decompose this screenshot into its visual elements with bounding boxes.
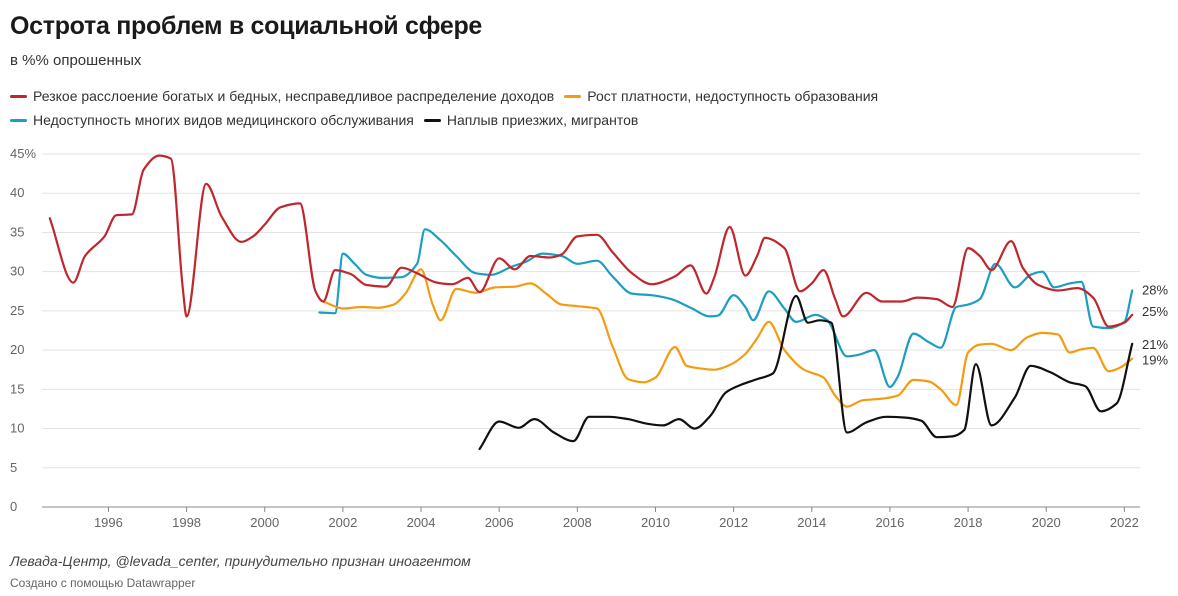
- legend-label-healthcare: Недоступность многих видов медицинского …: [33, 112, 414, 128]
- x-tick-label: 2012: [719, 515, 748, 530]
- y-tick-label: 0: [10, 499, 17, 514]
- legend-label-migrants: Наплыв приезжих, мигрантов: [446, 112, 639, 128]
- x-tick-label: 2002: [328, 515, 357, 530]
- legend-item-inequality: Резкое расслоение богатых и бедных, несп…: [10, 88, 554, 104]
- legend-swatch-education: [564, 94, 582, 98]
- credit-note: Создано с помощью Datawrapper: [10, 576, 196, 590]
- y-tick-label: 40: [10, 185, 24, 200]
- legend-swatch-inequality: [10, 94, 27, 98]
- y-tick-label: 10: [10, 421, 24, 436]
- x-tick-label: 1996: [94, 515, 123, 530]
- x-tick-label: 2022: [1110, 515, 1139, 530]
- end-label-healthcare: 28%: [1142, 283, 1168, 298]
- legend-swatch-healthcare: [10, 118, 27, 122]
- series-line-healthcare: [318, 228, 1134, 389]
- y-tick-label: 45%: [10, 146, 36, 161]
- x-tick-label: 2000: [250, 515, 279, 530]
- legend-swatch-migrants: [423, 118, 441, 122]
- legend-label-education: Рост платности, недоступность образовани…: [587, 88, 879, 104]
- x-tick-label: 2018: [954, 515, 983, 530]
- series-line-inequality: [48, 154, 1134, 328]
- end-label-migrants: 21%: [1142, 337, 1168, 352]
- end-label-education: 19%: [1142, 353, 1168, 368]
- x-tick-label: 2014: [797, 515, 826, 530]
- legend-row-2: Недоступность многих видов медицинского …: [10, 108, 1160, 132]
- line-chart: 45% 40 35 30 25 20 15 10 5 0 1996 1998 2000 2002 2004 2…: [10, 146, 1168, 530]
- y-tick-label: 20: [10, 342, 24, 357]
- source-note: Левада-Центр, @levada_center, принудител…: [10, 553, 471, 569]
- x-tick-label: 2010: [641, 515, 670, 530]
- grid-layer: 45% 40 35 30 25 20 15 10 5 0 1996 1998 2000 2002 2004 2…: [10, 146, 1140, 530]
- legend-item-education: Рост платности, недоступность образовани…: [564, 88, 878, 104]
- legend-label-inequality: Резкое расслоение богатых и бедных, несп…: [33, 88, 555, 104]
- series-line-education: [322, 268, 1134, 408]
- series-line-migrants: [478, 294, 1134, 451]
- x-tick-label: 2016: [875, 515, 904, 530]
- y-tick-label: 30: [10, 264, 24, 279]
- x-tick-label: 2006: [485, 515, 514, 530]
- legend-item-healthcare: Недоступность многих видов медицинского …: [10, 112, 414, 128]
- legend-row-1: Резкое расслоение богатых и бедных, несп…: [10, 84, 1160, 108]
- page-title: Острота проблем в социальной сфере: [10, 12, 483, 40]
- x-tick-label: 2008: [563, 515, 592, 530]
- series-layer: [48, 154, 1134, 451]
- x-tick-label: 2004: [407, 515, 436, 530]
- y-tick-label: 5: [10, 460, 17, 475]
- y-tick-label: 35: [10, 224, 24, 239]
- x-tick-label: 1998: [172, 515, 201, 530]
- y-tick-label: 25: [10, 303, 24, 318]
- x-tick-label: 2020: [1032, 515, 1061, 530]
- chart-subtitle: в %% опрошенных: [10, 52, 142, 69]
- end-label-inequality: 25%: [1142, 304, 1168, 319]
- legend-item-migrants: Наплыв приезжих, мигрантов: [423, 112, 639, 128]
- y-tick-label: 15: [10, 381, 24, 396]
- legend: Резкое расслоение богатых и бедных, несп…: [10, 84, 1160, 132]
- end-label-layer: 25% 19% 28% 21%: [1142, 283, 1168, 368]
